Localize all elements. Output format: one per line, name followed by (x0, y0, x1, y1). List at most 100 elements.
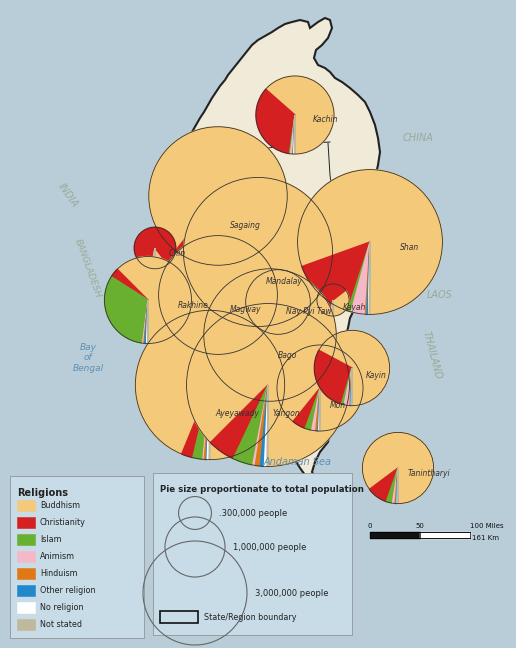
Wedge shape (293, 115, 295, 154)
Text: .300,000 people: .300,000 people (219, 509, 288, 518)
Wedge shape (144, 300, 148, 343)
FancyBboxPatch shape (153, 473, 352, 635)
Wedge shape (149, 127, 287, 265)
Wedge shape (154, 248, 155, 269)
Wedge shape (291, 115, 295, 154)
Text: CHINA: CHINA (402, 133, 433, 143)
Wedge shape (267, 335, 270, 401)
Wedge shape (184, 178, 332, 327)
Wedge shape (332, 300, 333, 316)
Wedge shape (187, 303, 349, 467)
Wedge shape (254, 252, 258, 327)
Text: Animism: Animism (40, 552, 75, 561)
Text: Shan: Shan (400, 242, 419, 251)
FancyBboxPatch shape (10, 476, 144, 638)
Wedge shape (293, 115, 295, 154)
Wedge shape (265, 335, 270, 401)
Text: THAILAND: THAILAND (421, 330, 443, 380)
Wedge shape (111, 270, 148, 300)
Wedge shape (214, 196, 218, 265)
Wedge shape (217, 295, 218, 354)
Text: LAOS: LAOS (427, 290, 453, 300)
Wedge shape (264, 335, 270, 401)
Text: Yangon: Yangon (273, 408, 301, 417)
Wedge shape (257, 252, 258, 327)
Wedge shape (302, 242, 370, 311)
Wedge shape (151, 248, 155, 268)
Wedge shape (135, 310, 285, 459)
Wedge shape (211, 385, 268, 459)
Bar (17, 551, 35, 562)
Wedge shape (276, 302, 278, 334)
Wedge shape (368, 242, 370, 314)
Wedge shape (246, 270, 310, 334)
Text: 50: 50 (415, 523, 425, 529)
Wedge shape (266, 76, 334, 154)
Wedge shape (233, 385, 268, 465)
Text: Andaman Sea: Andaman Sea (264, 457, 332, 467)
Text: 1,000,000 people: 1,000,000 people (233, 542, 307, 551)
Bar (17, 534, 35, 545)
Wedge shape (175, 196, 218, 264)
Text: Buddhism: Buddhism (40, 501, 80, 510)
Wedge shape (341, 368, 352, 405)
Wedge shape (269, 335, 270, 401)
Text: Other religion: Other religion (40, 586, 95, 595)
Wedge shape (213, 196, 218, 265)
Wedge shape (317, 284, 346, 316)
Wedge shape (203, 385, 210, 459)
Bar (17, 619, 35, 630)
Text: Bago: Bago (278, 351, 297, 360)
Text: Ayeyawady: Ayeyawady (215, 408, 259, 417)
Wedge shape (318, 388, 320, 431)
Wedge shape (205, 295, 218, 354)
Bar (160, 611, 198, 623)
Wedge shape (240, 252, 258, 326)
Wedge shape (154, 248, 155, 269)
Text: Rakhine: Rakhine (178, 301, 209, 310)
Wedge shape (267, 385, 268, 467)
Text: Chin: Chin (169, 248, 186, 257)
Wedge shape (151, 248, 155, 269)
Wedge shape (294, 115, 295, 154)
Wedge shape (319, 388, 320, 431)
Wedge shape (206, 385, 210, 459)
Text: Sagaing: Sagaing (230, 222, 261, 231)
Wedge shape (348, 242, 370, 312)
Wedge shape (215, 295, 218, 354)
Wedge shape (277, 302, 278, 334)
Wedge shape (350, 368, 352, 406)
Text: Kayin: Kayin (366, 371, 387, 380)
Wedge shape (253, 385, 268, 465)
Wedge shape (255, 385, 268, 466)
Wedge shape (316, 388, 320, 431)
Wedge shape (344, 368, 352, 406)
Text: 100 Miles: 100 Miles (470, 523, 504, 529)
Wedge shape (154, 248, 155, 269)
Text: Not stated: Not stated (40, 620, 82, 629)
Wedge shape (393, 468, 398, 503)
Wedge shape (330, 300, 333, 316)
Wedge shape (117, 257, 191, 343)
Bar (17, 602, 35, 613)
Text: Nay Pyi Taw: Nay Pyi Taw (286, 308, 332, 316)
Wedge shape (193, 385, 210, 459)
Wedge shape (351, 368, 352, 406)
Wedge shape (215, 295, 218, 354)
Wedge shape (369, 242, 370, 314)
Wedge shape (158, 236, 278, 354)
Text: Kachin: Kachin (313, 115, 338, 124)
Wedge shape (332, 300, 333, 316)
Polygon shape (168, 18, 380, 492)
Wedge shape (217, 295, 218, 354)
Text: No religion: No religion (40, 603, 84, 612)
Wedge shape (314, 351, 352, 404)
Text: Mon: Mon (330, 402, 346, 410)
Bar (17, 568, 35, 579)
Wedge shape (312, 388, 320, 431)
Wedge shape (144, 300, 148, 343)
Wedge shape (395, 468, 398, 503)
Text: Christianity: Christianity (40, 518, 86, 527)
Wedge shape (229, 252, 258, 324)
Wedge shape (397, 468, 398, 503)
